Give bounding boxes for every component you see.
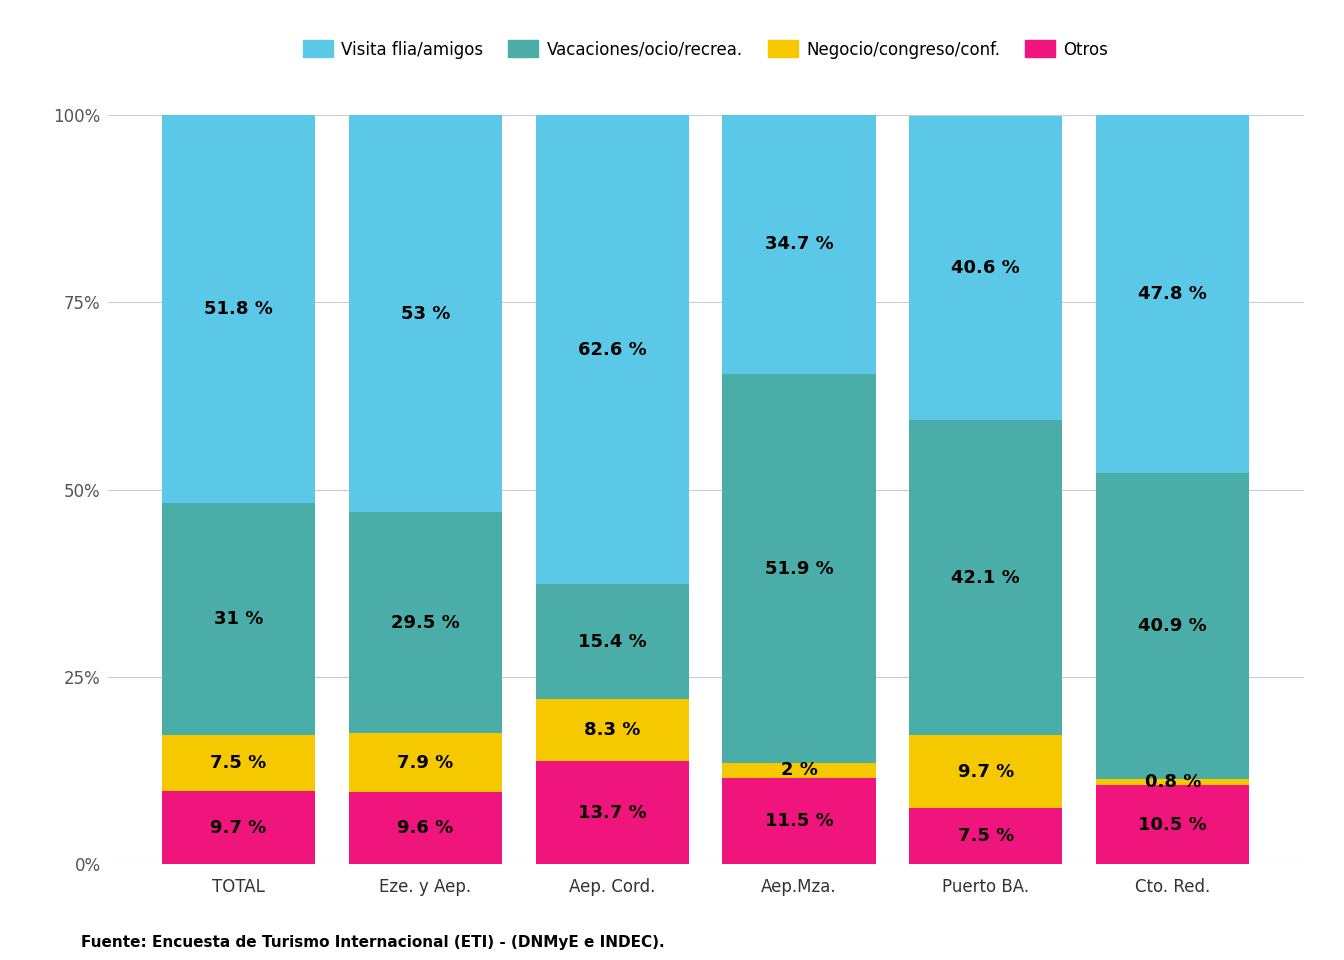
Text: 47.8 %: 47.8 % (1138, 285, 1207, 303)
Bar (910, 116, 1063, 420)
Text: 29.5 %: 29.5 % (391, 613, 460, 632)
Bar (535, 761, 688, 864)
Bar (910, 735, 1063, 808)
Text: 8.3 %: 8.3 % (585, 721, 640, 739)
Bar (910, 420, 1063, 735)
Bar (1097, 115, 1250, 473)
Bar (161, 735, 314, 791)
Bar (161, 115, 314, 503)
Text: 2 %: 2 % (781, 761, 817, 780)
Text: 10.5 %: 10.5 % (1138, 816, 1207, 833)
Text: Fuente: Encuesta de Turismo Internacional (ETI) - (DNMyE e INDEC).: Fuente: Encuesta de Turismo Internaciona… (81, 935, 664, 950)
Text: 15.4 %: 15.4 % (578, 633, 646, 651)
Bar (723, 763, 876, 778)
Text: 13.7 %: 13.7 % (578, 804, 646, 822)
Bar (535, 115, 688, 584)
Bar (161, 791, 314, 864)
Bar (723, 778, 876, 864)
Text: 51.9 %: 51.9 % (765, 560, 833, 578)
Bar (723, 374, 876, 763)
Bar (535, 584, 688, 699)
Bar (535, 699, 688, 761)
Text: 31 %: 31 % (214, 611, 263, 628)
Bar (161, 503, 314, 735)
Text: 0.8 %: 0.8 % (1145, 774, 1202, 791)
Text: 7.5 %: 7.5 % (211, 755, 266, 772)
Text: 40.9 %: 40.9 % (1138, 617, 1207, 636)
Text: 7.9 %: 7.9 % (398, 754, 453, 772)
Text: 53 %: 53 % (401, 304, 450, 323)
Text: 40.6 %: 40.6 % (952, 259, 1020, 276)
Bar (1097, 473, 1250, 780)
Text: 9.7 %: 9.7 % (958, 762, 1013, 780)
Text: 9.7 %: 9.7 % (211, 819, 266, 837)
Text: 62.6 %: 62.6 % (578, 341, 646, 359)
Bar (723, 114, 876, 374)
Bar (910, 808, 1063, 864)
Bar (348, 115, 501, 512)
Text: 11.5 %: 11.5 % (765, 812, 833, 830)
Bar (348, 512, 501, 733)
Bar (348, 792, 501, 864)
Text: 42.1 %: 42.1 % (952, 568, 1020, 587)
Bar (1097, 780, 1250, 785)
Text: 34.7 %: 34.7 % (765, 235, 833, 253)
Legend: Visita flia/amigos, Vacaciones/ocio/recrea., Negocio/congreso/conf., Otros: Visita flia/amigos, Vacaciones/ocio/recr… (296, 34, 1116, 65)
Text: 7.5 %: 7.5 % (958, 827, 1013, 845)
Bar (348, 733, 501, 792)
Text: 9.6 %: 9.6 % (398, 819, 453, 837)
Text: 51.8 %: 51.8 % (204, 300, 273, 318)
Bar (1097, 785, 1250, 864)
